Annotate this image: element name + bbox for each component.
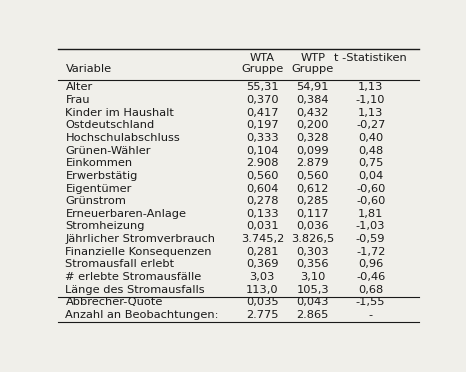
Text: 0,197: 0,197 [246,120,279,130]
Text: 0,75: 0,75 [358,158,384,168]
Text: 0,432: 0,432 [297,108,329,118]
Text: 0,036: 0,036 [297,221,329,231]
Text: WTP: WTP [301,52,325,62]
Text: 0,417: 0,417 [246,108,279,118]
Text: 3,10: 3,10 [300,272,326,282]
Text: -0,27: -0,27 [356,120,385,130]
Text: 0,356: 0,356 [297,259,329,269]
Text: Erneuerbaren-Anlage: Erneuerbaren-Anlage [65,209,186,219]
Text: 0,333: 0,333 [246,133,279,143]
Text: # erlebte Stromausfälle: # erlebte Stromausfälle [65,272,202,282]
Text: Kinder im Haushalt: Kinder im Haushalt [65,108,174,118]
Text: 0,099: 0,099 [296,145,329,155]
Text: Grünstrom: Grünstrom [65,196,126,206]
Text: Abbrecher-Quote: Abbrecher-Quote [65,297,163,307]
Text: 55,31: 55,31 [246,82,279,92]
Text: 0,96: 0,96 [358,259,383,269]
Text: 0,604: 0,604 [246,183,279,193]
Text: Grünen-Wähler: Grünen-Wähler [65,145,151,155]
Text: -1,55: -1,55 [356,297,385,307]
Text: 0,04: 0,04 [358,171,383,181]
Text: 0,043: 0,043 [297,297,329,307]
Text: Variable: Variable [65,64,111,74]
Text: Gruppe: Gruppe [241,64,283,74]
Text: 2.908: 2.908 [246,158,279,168]
Text: 2.865: 2.865 [297,310,329,320]
Text: 0,303: 0,303 [296,247,329,257]
Text: 0,48: 0,48 [358,145,383,155]
Text: -: - [369,310,373,320]
Text: 3,03: 3,03 [250,272,275,282]
Text: -0,60: -0,60 [356,183,385,193]
Text: 3.826,5: 3.826,5 [291,234,335,244]
Text: Alter: Alter [65,82,93,92]
Text: 0,369: 0,369 [246,259,279,269]
Text: 0,384: 0,384 [297,95,329,105]
Text: 0,031: 0,031 [246,221,279,231]
Text: 2.879: 2.879 [297,158,329,168]
Text: 3.745,2: 3.745,2 [240,234,284,244]
Text: -1,10: -1,10 [356,95,385,105]
Text: Erwerbstätig: Erwerbstätig [65,171,138,181]
Text: 0,68: 0,68 [358,285,383,295]
Text: 54,91: 54,91 [297,82,329,92]
Text: 1,13: 1,13 [358,82,384,92]
Text: Stromheizung: Stromheizung [65,221,145,231]
Text: Hochschulabschluss: Hochschulabschluss [65,133,180,143]
Text: WTA: WTA [250,52,275,62]
Text: -1,03: -1,03 [356,221,385,231]
Text: 0,560: 0,560 [297,171,329,181]
Text: 1,81: 1,81 [358,209,384,219]
Text: 0,104: 0,104 [246,145,279,155]
Text: 0,560: 0,560 [246,171,279,181]
Text: 0,370: 0,370 [246,95,279,105]
Text: 0,281: 0,281 [246,247,279,257]
Text: 0,200: 0,200 [297,120,329,130]
Text: Ostdeutschland: Ostdeutschland [65,120,155,130]
Text: 113,0: 113,0 [246,285,279,295]
Text: Frau: Frau [65,95,90,105]
Text: Länge des Stromausfalls: Länge des Stromausfalls [65,285,205,295]
Text: 1,13: 1,13 [358,108,384,118]
Text: 0,035: 0,035 [246,297,279,307]
Text: 2.775: 2.775 [246,310,279,320]
Text: 0,328: 0,328 [297,133,329,143]
Text: -0,60: -0,60 [356,196,385,206]
Text: -0,59: -0,59 [356,234,385,244]
Text: Einkommen: Einkommen [65,158,133,168]
Text: 0,285: 0,285 [297,196,329,206]
Text: -0,46: -0,46 [356,272,385,282]
Text: Gruppe: Gruppe [292,64,334,74]
Text: Finanzielle Konsequenzen: Finanzielle Konsequenzen [65,247,212,257]
Text: -1,72: -1,72 [356,247,385,257]
Text: 0,117: 0,117 [296,209,329,219]
Text: Eigentümer: Eigentümer [65,183,132,193]
Text: Jährlicher Stromverbrauch: Jährlicher Stromverbrauch [65,234,215,244]
Text: 105,3: 105,3 [296,285,329,295]
Text: Anzahl an Beobachtungen:: Anzahl an Beobachtungen: [65,310,219,320]
Text: 0,133: 0,133 [246,209,279,219]
Text: 0,40: 0,40 [358,133,383,143]
Text: t -Statistiken: t -Statistiken [334,52,407,62]
Text: Stromausfall erlebt: Stromausfall erlebt [65,259,175,269]
Text: 0,278: 0,278 [246,196,279,206]
Text: 0,612: 0,612 [297,183,329,193]
